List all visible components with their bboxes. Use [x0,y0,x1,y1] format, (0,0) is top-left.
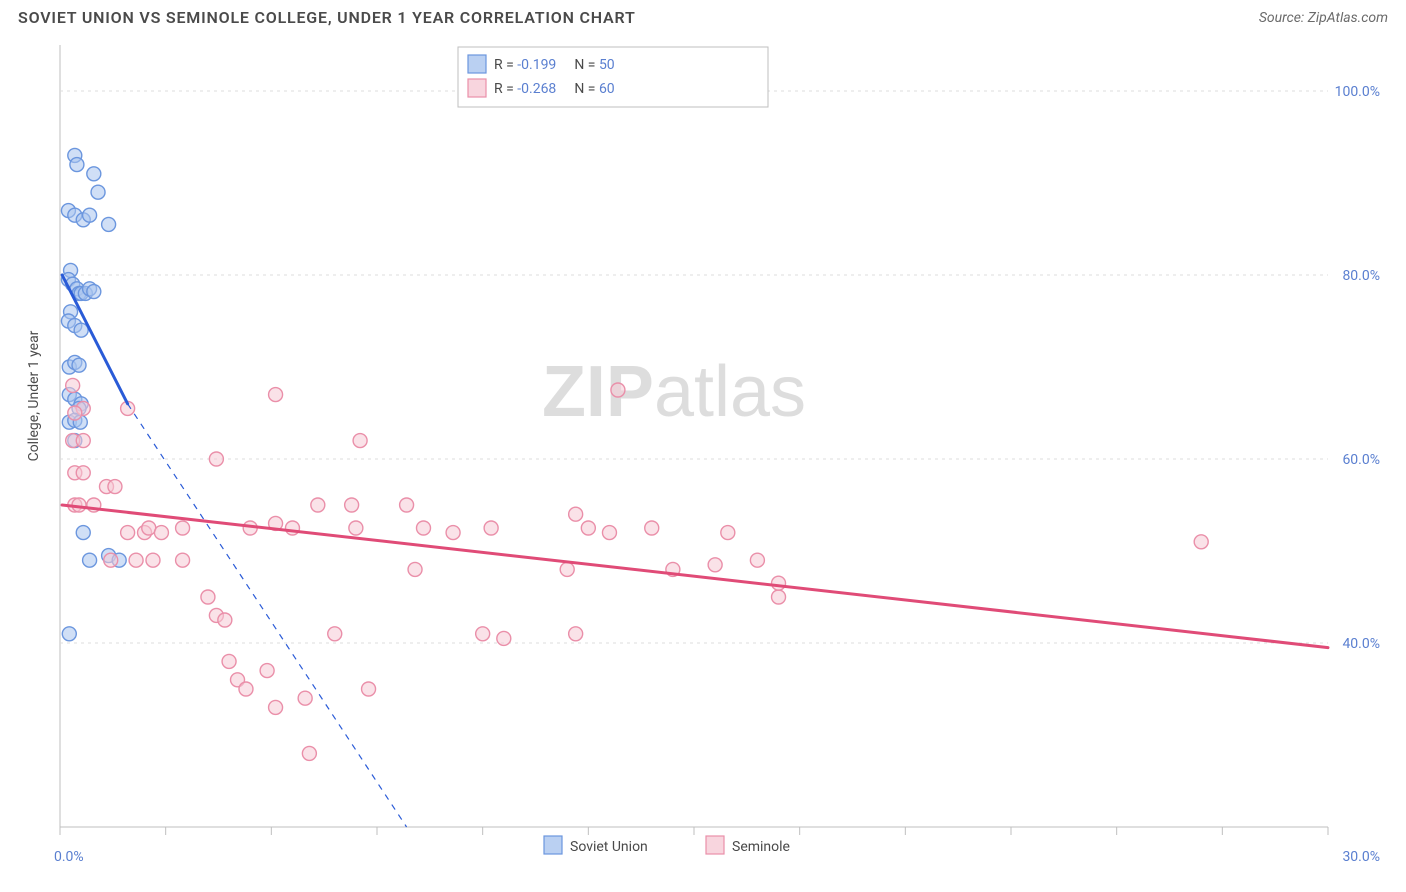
data-point [176,553,190,567]
data-point [260,664,274,678]
data-point [222,654,236,668]
source-attribution: Source: ZipAtlas.com [1259,10,1388,26]
data-point [142,521,156,535]
data-point [83,553,97,567]
data-point [721,526,735,540]
data-point [121,526,135,540]
data-point [569,627,583,641]
data-point [349,521,363,535]
y-tick-label: 80.0% [1342,268,1380,284]
data-point [68,406,82,420]
y-tick-label: 40.0% [1342,636,1380,652]
series-0 [61,148,126,640]
legend-stats-row: R = -0.199N = 50 [494,57,615,73]
data-point [66,378,80,392]
data-point [176,521,190,535]
data-point [400,498,414,512]
data-point [1194,535,1208,549]
data-point [83,208,97,222]
y-tick-label: 100.0% [1335,84,1380,100]
data-point [708,558,722,572]
data-point [62,627,76,641]
legend-swatch [468,79,486,97]
data-point [269,700,283,714]
data-point [602,526,616,540]
y-axis-label: College, Under 1 year [26,330,42,461]
trend-line-1 [62,505,1328,648]
data-point [560,562,574,576]
data-point [72,358,86,372]
legend-swatch [468,55,486,73]
legend-stats-box [458,47,768,107]
data-point [772,590,786,604]
x-start-label: 0.0% [54,849,84,865]
data-point [209,452,223,466]
legend-swatch [544,836,562,854]
data-point [611,383,625,397]
source-name: ZipAtlas.com [1308,10,1388,26]
chart-title: SOVIET UNION VS SEMINOLE COLLEGE, UNDER … [18,8,636,27]
data-point [146,553,160,567]
trend-line-0-extrapolated [128,404,407,827]
data-point [484,521,498,535]
data-point [581,521,595,535]
data-point [416,521,430,535]
legend-stats-row: R = -0.268N = 60 [494,81,615,97]
data-point [311,498,325,512]
data-point [476,627,490,641]
data-point [87,167,101,181]
data-point [87,285,101,299]
watermark: ZIPatlas [542,352,806,432]
legend-swatch [706,836,724,854]
data-point [154,526,168,540]
data-point [218,613,232,627]
data-point [353,434,367,448]
data-point [645,521,659,535]
data-point [76,434,90,448]
data-point [328,627,342,641]
x-end-label: 30.0% [1342,849,1380,865]
data-point [70,158,84,172]
data-point [345,498,359,512]
correlation-scatter-chart: 40.0% 60.0% 80.0% 100.0% 0.0% 30.0% College, U… [18,39,1388,871]
data-point [302,746,316,760]
data-point [91,185,105,199]
data-point [569,507,583,521]
data-point [108,480,122,494]
data-point [104,553,118,567]
data-point [201,590,215,604]
data-point [772,576,786,590]
data-point [239,682,253,696]
data-point [298,691,312,705]
data-point [497,631,511,645]
data-point [76,526,90,540]
data-point [76,466,90,480]
legend-series-label: Soviet Union [570,839,648,855]
y-tick-label: 60.0% [1342,452,1380,468]
data-point [102,217,116,231]
legend-series-label: Seminole [732,839,790,855]
chart-container: 40.0% 60.0% 80.0% 100.0% 0.0% 30.0% College, U… [18,39,1388,871]
data-point [362,682,376,696]
data-point [129,553,143,567]
data-point [446,526,460,540]
source-prefix: Source: [1259,10,1308,26]
data-point [269,388,283,402]
data-point [408,562,422,576]
data-point [750,553,764,567]
